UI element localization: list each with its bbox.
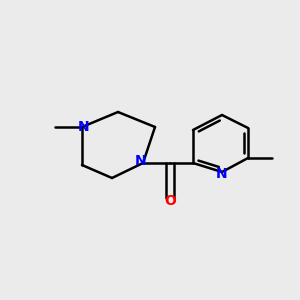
Text: N: N — [78, 120, 89, 134]
Text: O: O — [164, 194, 176, 208]
Text: N: N — [216, 167, 228, 181]
Text: N: N — [135, 154, 146, 168]
